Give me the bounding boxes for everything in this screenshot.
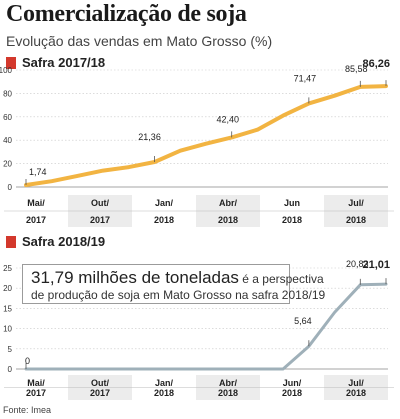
panel-1-header: Safra 2017/18 <box>6 55 105 70</box>
y-tick-0-5: 100 <box>0 66 13 75</box>
x-tick-bottom-0-4: 2018 <box>282 215 302 225</box>
x-tick-top-0-2: Jan/ <box>155 198 174 208</box>
x-tick-top-1-3: Abr/ <box>219 378 237 388</box>
data-label-1-0: 0 <box>25 356 30 366</box>
x-tick-top-0-3: Abr/ <box>219 198 237 208</box>
panel-2-title: Safra 2018/19 <box>22 234 106 249</box>
panel-2-marker <box>6 235 16 248</box>
panel-1-title: Safra 2017/18 <box>22 55 106 70</box>
data-label-0-5: 86,26 <box>362 58 390 70</box>
y-tick-0-0: 0 <box>8 183 13 192</box>
source-note: Fonte: Imea <box>3 405 52 415</box>
x-tick-top-1-4: Jun/ <box>283 378 302 388</box>
data-label-1-3: 21,01 <box>362 259 390 271</box>
panel-2-header: Safra 2018/19 <box>6 234 105 249</box>
y-tick-1-4: 20 <box>3 284 12 293</box>
y-tick-0-1: 20 <box>3 160 12 169</box>
x-tick-bottom-0-3: 2018 <box>218 215 238 225</box>
page-title: Comercialização de soja <box>6 1 247 27</box>
x-tick-bottom-0-5: 2018 <box>346 215 366 225</box>
x-tick-bottom-1-2: 2018 <box>154 388 174 398</box>
callout-line-2: de produção de soja em Mato Grosso na sa… <box>31 288 326 302</box>
x-tick-bottom-1-0: 2017 <box>26 388 46 398</box>
y-tick-1-5: 25 <box>3 264 12 273</box>
data-label-1-1: 5,64 <box>294 316 312 326</box>
y-tick-0-4: 80 <box>3 89 12 98</box>
x-tick-bottom-1-4: 2018 <box>282 388 302 398</box>
y-tick-1-2: 10 <box>3 325 12 334</box>
callout-box: 31,79 milhões de toneladas é a perspecti… <box>22 264 326 304</box>
x-tick-bottom-0-0: 2017 <box>26 215 46 225</box>
y-tick-1-3: 15 <box>3 304 12 313</box>
callout-highlight: 31,79 milhões de toneladas <box>31 268 239 287</box>
panel-1-marker <box>6 56 16 69</box>
callout-line-1: 31,79 milhões de toneladas é a perspecti… <box>31 268 324 288</box>
x-tick-top-1-1: Out/ <box>91 378 109 388</box>
series-line-0 <box>24 84 388 187</box>
x-tick-top-0-1: Out/ <box>91 198 109 208</box>
y-tick-0-3: 60 <box>3 113 12 122</box>
data-label-0-2: 42,40 <box>216 114 239 124</box>
x-tick-top-0-4: Jun <box>284 198 300 208</box>
x-tick-bottom-0-2: 2018 <box>154 215 174 225</box>
y-tick-1-0: 0 <box>8 365 13 374</box>
x-tick-bottom-0-1: 2017 <box>90 215 110 225</box>
x-tick-top-1-5: Jul/ <box>348 378 364 388</box>
x-tick-bottom-1-1: 2017 <box>90 388 110 398</box>
series-line-1 <box>24 282 388 371</box>
y-tick-1-1: 5 <box>8 345 13 354</box>
x-tick-top-1-0: Mai/ <box>27 378 45 388</box>
page-subtitle: Evolução das vendas em Mato Grosso (%) <box>6 33 273 49</box>
x-tick-top-0-0: Mai/ <box>27 198 45 208</box>
data-label-1-2: 20,83 <box>346 259 369 269</box>
data-label-0-3: 71,47 <box>294 73 317 83</box>
data-label-0-1: 21,36 <box>138 132 161 142</box>
y-tick-0-2: 40 <box>3 136 12 145</box>
x-tick-top-1-2: Jan/ <box>155 378 174 388</box>
x-tick-bottom-1-5: 2018 <box>346 388 366 398</box>
data-label-0-4: 85,58 <box>345 64 368 74</box>
x-tick-bottom-1-3: 2018 <box>218 388 238 398</box>
callout-rest: é a perspectiva <box>238 272 324 286</box>
x-tick-top-0-5: Jul/ <box>348 198 364 208</box>
data-label-0-0: 1,74 <box>29 167 47 177</box>
